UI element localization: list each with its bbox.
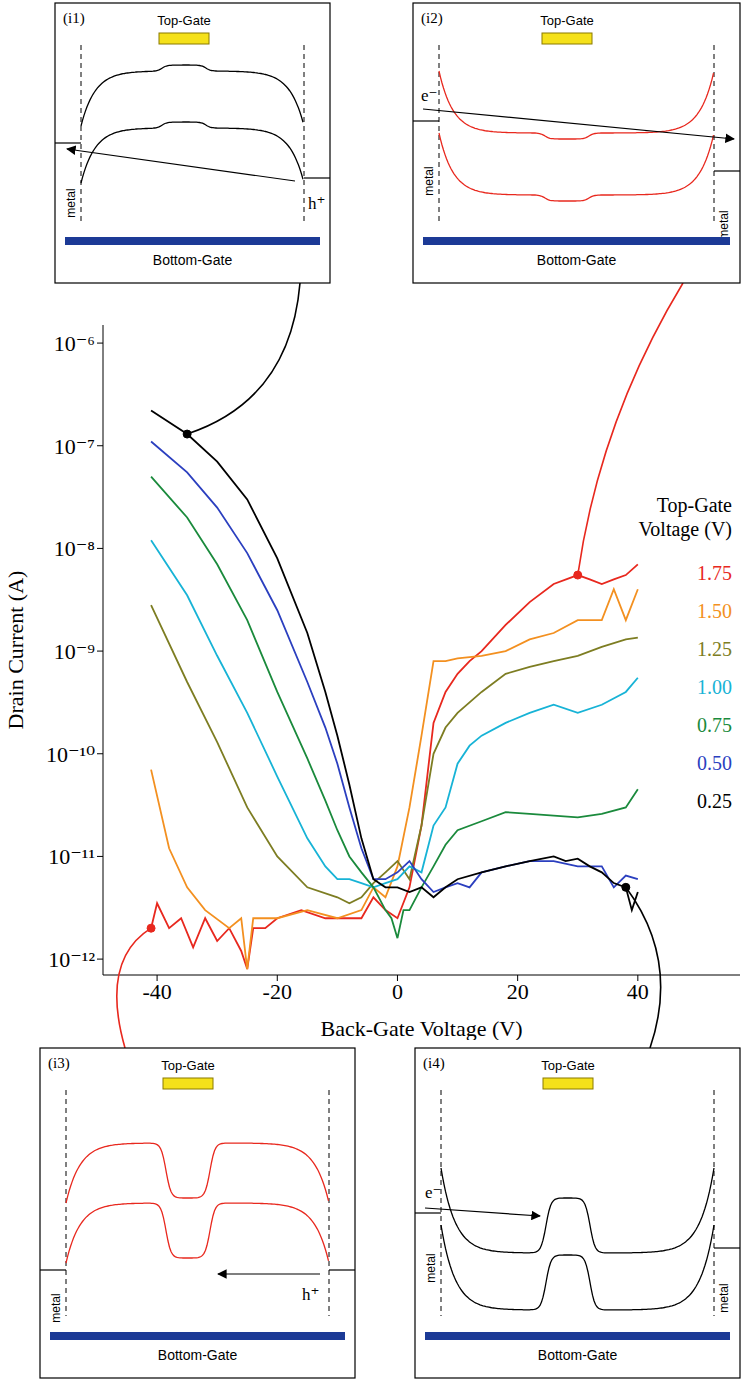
svg-text:Top-Gate: Top-Gate (540, 13, 593, 28)
svg-text:e⁻: e⁻ (425, 1183, 442, 1202)
svg-text:20: 20 (507, 979, 529, 1004)
svg-text:(i1): (i1) (63, 10, 85, 27)
svg-text:Bottom-Gate: Bottom-Gate (153, 252, 233, 268)
svg-text:metal: metal (717, 210, 731, 239)
svg-text:Drain Current (A): Drain Current (A) (3, 571, 28, 730)
svg-text:e⁻: e⁻ (421, 86, 438, 105)
svg-text:10⁻¹¹: 10⁻¹¹ (48, 844, 95, 869)
svg-text:-40: -40 (142, 979, 171, 1004)
svg-text:1.25: 1.25 (697, 638, 732, 660)
svg-text:Back-Gate Voltage (V): Back-Gate Voltage (V) (320, 1016, 522, 1040)
svg-text:(i3): (i3) (48, 1055, 70, 1072)
svg-text:Top-Gate: Top-Gate (161, 1058, 214, 1073)
svg-text:10⁻¹⁰: 10⁻¹⁰ (46, 742, 95, 767)
svg-text:metal: metal (717, 1283, 731, 1312)
svg-text:0.25: 0.25 (697, 790, 732, 812)
svg-text:1.50: 1.50 (697, 600, 732, 622)
svg-text:Top-Gate: Top-Gate (541, 1058, 594, 1073)
svg-text:10⁻¹²: 10⁻¹² (48, 947, 95, 972)
svg-text:metal: metal (64, 188, 78, 217)
svg-text:10⁻⁸: 10⁻⁸ (54, 536, 95, 561)
svg-text:(i4): (i4) (423, 1055, 445, 1072)
svg-text:10⁻⁷: 10⁻⁷ (54, 434, 95, 459)
svg-text:Top-Gate: Top-Gate (157, 13, 210, 28)
svg-text:0.75: 0.75 (697, 714, 732, 736)
svg-text:h⁺: h⁺ (302, 1285, 319, 1304)
svg-text:(i2): (i2) (421, 10, 443, 27)
svg-text:1.00: 1.00 (697, 676, 732, 698)
svg-text:1.75: 1.75 (697, 562, 732, 584)
svg-text:Bottom-Gate: Bottom-Gate (538, 1347, 618, 1363)
svg-text:Bottom-Gate: Bottom-Gate (158, 1347, 238, 1363)
svg-text:h⁺: h⁺ (308, 194, 325, 213)
svg-text:metal: metal (49, 1293, 63, 1322)
svg-text:Voltage (V): Voltage (V) (639, 518, 733, 541)
svg-text:0: 0 (392, 979, 403, 1004)
svg-text:Top-Gate: Top-Gate (657, 494, 732, 517)
svg-text:metal: metal (422, 166, 436, 195)
svg-text:0.50: 0.50 (697, 752, 732, 774)
svg-text:-20: -20 (263, 979, 292, 1004)
svg-text:40: 40 (627, 979, 649, 1004)
svg-text:metal: metal (424, 1253, 438, 1282)
svg-text:Bottom-Gate: Bottom-Gate (537, 252, 617, 268)
svg-text:10⁻⁶: 10⁻⁶ (54, 331, 95, 356)
svg-text:10⁻⁹: 10⁻⁹ (54, 639, 96, 664)
